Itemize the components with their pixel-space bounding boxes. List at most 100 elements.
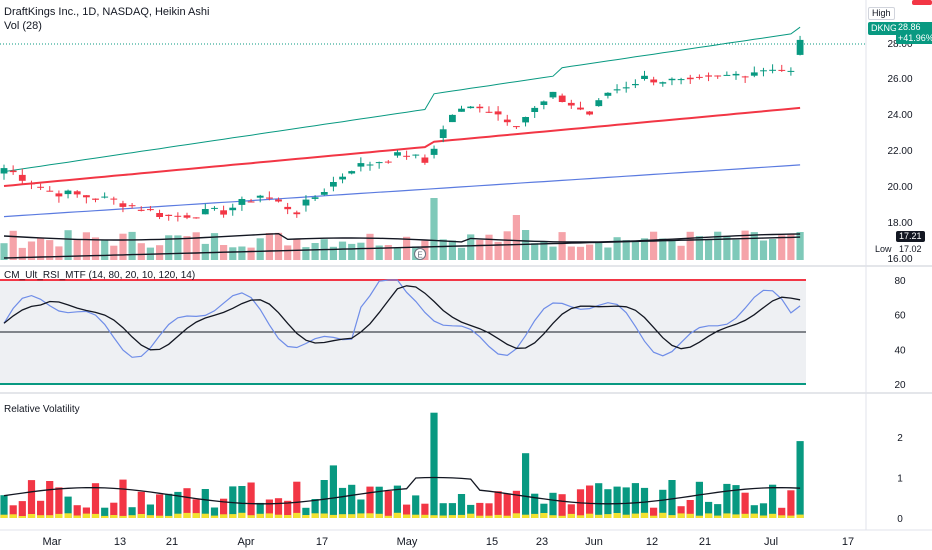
relvol-bar bbox=[146, 504, 154, 518]
relvol-base-bar bbox=[695, 515, 703, 518]
time-axis-label: Apr bbox=[237, 536, 254, 548]
volume-bar bbox=[787, 233, 795, 260]
candle-body bbox=[586, 111, 593, 115]
time-axis-label: Jul bbox=[764, 536, 778, 548]
time-axis-label: 17 bbox=[842, 536, 854, 548]
volume-bar bbox=[494, 241, 502, 260]
candle-body bbox=[28, 183, 35, 185]
volume-bar bbox=[558, 232, 566, 260]
volume-bar bbox=[769, 239, 777, 260]
relvol-bar bbox=[348, 484, 356, 518]
volume-bar bbox=[238, 246, 246, 260]
volume-bar bbox=[576, 246, 585, 260]
volume-bar bbox=[448, 240, 456, 260]
candle-body bbox=[650, 79, 658, 83]
relvol-bar bbox=[503, 493, 511, 518]
candle-body bbox=[714, 75, 722, 77]
candle-body bbox=[522, 117, 529, 123]
volume-bar bbox=[119, 233, 127, 260]
relvol-bar bbox=[723, 483, 731, 518]
candle-body bbox=[9, 170, 17, 173]
relvol-bar bbox=[192, 499, 200, 518]
relvol-base-bar bbox=[412, 514, 420, 518]
last-price-tag: 28.86 +41.96% bbox=[896, 22, 932, 44]
candle-body bbox=[641, 75, 648, 79]
relvol-base-bar bbox=[613, 513, 621, 518]
rsi-signal-line bbox=[3, 285, 801, 351]
time-axis-label: 23 bbox=[536, 536, 548, 548]
relvol-base-bar bbox=[421, 514, 429, 518]
relvol-bar bbox=[512, 490, 520, 518]
relvol-bar bbox=[247, 482, 255, 518]
relvol-bar bbox=[741, 492, 749, 518]
volume-bar bbox=[393, 248, 401, 260]
relvol-base-bar bbox=[595, 514, 603, 518]
candle-body bbox=[220, 210, 227, 215]
volume-bar bbox=[284, 245, 292, 260]
candle-body bbox=[302, 199, 310, 206]
volume-bar bbox=[430, 198, 438, 260]
relvol-base-bar bbox=[522, 514, 530, 518]
candle-body bbox=[46, 190, 54, 192]
relvol-base-bar bbox=[220, 514, 228, 518]
relvol-bar bbox=[37, 500, 45, 518]
time-axis-label: 21 bbox=[699, 536, 711, 548]
candle-body bbox=[211, 207, 218, 209]
relvol-bar bbox=[119, 479, 127, 518]
candle-body bbox=[403, 155, 410, 157]
relvol-base-bar bbox=[714, 515, 722, 518]
candle-body bbox=[110, 198, 118, 200]
volume-bar bbox=[302, 247, 310, 260]
rsi-indicator-label[interactable]: CM_Ult_RSI_MTF (14, 80, 20, 10, 120, 14) bbox=[4, 270, 196, 281]
relvol-bar bbox=[732, 485, 740, 518]
earnings-marker bbox=[414, 248, 427, 260]
relvol-bar bbox=[522, 453, 530, 518]
volume-bar bbox=[778, 235, 786, 260]
candle-body bbox=[677, 79, 685, 81]
time-axis-label: 13 bbox=[114, 536, 126, 548]
relvol-base-bar bbox=[439, 515, 447, 518]
rsi-line bbox=[3, 279, 801, 358]
relvol-indicator-label[interactable]: Relative Volatility bbox=[4, 404, 80, 415]
rsi-tick-label: 60 bbox=[894, 311, 906, 322]
volume-bar bbox=[366, 233, 374, 260]
candle-body bbox=[284, 206, 292, 210]
relvol-base-bar bbox=[201, 513, 209, 518]
relvol-base-bar bbox=[787, 515, 795, 518]
relvol-bar bbox=[576, 489, 585, 518]
candle-body bbox=[613, 89, 621, 91]
relvol-bar bbox=[485, 503, 493, 518]
relvol-base-bar bbox=[622, 514, 630, 518]
volume-bar bbox=[659, 238, 667, 260]
relvol-base-bar bbox=[750, 513, 758, 518]
candle-body bbox=[769, 69, 776, 71]
relvol-base-bar bbox=[375, 513, 383, 518]
candle-body bbox=[330, 182, 337, 187]
relvol-base-bar bbox=[457, 514, 466, 518]
rsi-tick-label: 40 bbox=[894, 345, 906, 356]
relvol-base-bar bbox=[393, 512, 401, 518]
relvol-bar bbox=[375, 486, 383, 518]
candle-body bbox=[201, 209, 209, 215]
time-axis-label: May bbox=[397, 536, 418, 548]
relvol-base-bar bbox=[137, 514, 145, 518]
volume-bar bbox=[531, 243, 539, 260]
relvol-base-bar bbox=[256, 513, 264, 518]
candle-body bbox=[375, 162, 383, 164]
candle-body bbox=[311, 197, 319, 199]
relvol-base-bar bbox=[476, 515, 484, 518]
candle-body bbox=[165, 214, 173, 216]
candle-body bbox=[430, 148, 438, 155]
candle-body bbox=[686, 77, 694, 80]
candle-body bbox=[476, 106, 484, 109]
volume-bar bbox=[485, 234, 493, 260]
candle-body bbox=[778, 69, 786, 71]
volume-indicator-label[interactable]: Vol (28) bbox=[4, 20, 42, 32]
relvol-base-bar bbox=[238, 512, 246, 518]
relvol-base-bar bbox=[576, 515, 585, 518]
candle-body bbox=[485, 111, 493, 113]
volume-bar bbox=[247, 247, 255, 260]
relvol-bar bbox=[476, 502, 484, 518]
volume-bar bbox=[274, 232, 283, 260]
